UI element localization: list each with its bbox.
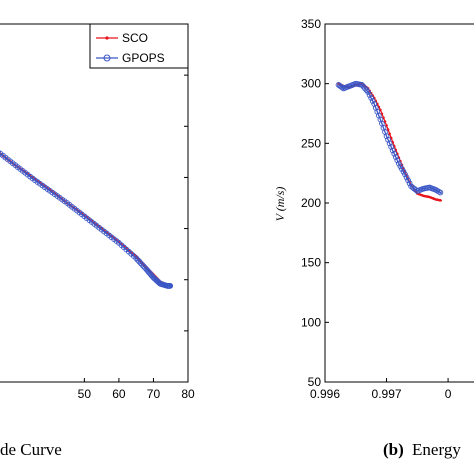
legend-gpops-marker xyxy=(103,54,111,62)
chart-a-x-ticks: 50 60 70 80 xyxy=(78,378,195,401)
chart-b-point-gpops xyxy=(392,154,399,160)
chart-b-y-tick-label: 300 xyxy=(301,77,321,91)
chart-b-caption-label: (b) xyxy=(383,440,404,459)
chart-b-y-tick-label: 350 xyxy=(301,17,321,31)
chart-a-point-gpops xyxy=(134,256,141,263)
chart-b-y-tick-label: 50 xyxy=(308,375,322,389)
chart-b-caption: (b) Energy xyxy=(383,440,461,459)
chart-a-series xyxy=(0,149,174,289)
chart-a-point-gpops xyxy=(136,258,142,265)
chart-b-y-tick-label: 150 xyxy=(301,256,321,270)
chart-b-x-tick-label: 0.996 xyxy=(310,387,340,401)
chart-a-x-tick-label: 70 xyxy=(147,387,161,401)
chart-b-caption-text: Energy xyxy=(412,440,461,459)
chart-b-point-gpops xyxy=(406,180,413,187)
chart-a-caption: de Curve xyxy=(0,440,62,459)
chart-b-point-gpops xyxy=(405,177,411,184)
chart-b-series xyxy=(335,80,444,202)
chart-b-point-gpops xyxy=(366,92,373,98)
chart-a-point-gpops xyxy=(140,263,147,270)
chart-b-point-gpops xyxy=(360,83,367,90)
chart-a-plot-frame xyxy=(0,23,189,383)
chart-b-point-gpops xyxy=(391,150,398,157)
chart-b-point-gpops xyxy=(368,95,375,101)
chart-b-point-gpops xyxy=(402,171,408,178)
chart-a-x-tick-label: 80 xyxy=(181,387,195,401)
chart-b-y-ticks: 50 100 150 200 250 300 350 xyxy=(301,17,329,389)
chart-b-x-tick-label: 0.997 xyxy=(372,387,402,401)
chart-b-point-gpops xyxy=(339,84,346,91)
chart-b-point-sco xyxy=(439,199,442,202)
chart-b-point-gpops xyxy=(362,85,368,92)
chart-a-point-gpops xyxy=(139,261,145,268)
chart-b-y-tick-label: 100 xyxy=(301,315,321,329)
chart-b-point-gpops xyxy=(369,98,376,104)
chart-a: 50 60 70 80 SCO GPOPS de Curve xyxy=(0,23,195,459)
chart-b-point-gpops xyxy=(385,136,391,143)
chart-b-point-sco xyxy=(385,124,388,127)
chart-b-x-ticks: 0.996 0.997 0 xyxy=(310,378,452,401)
chart-a-right-ticks xyxy=(184,23,188,332)
chart-b-x-tick-label: 0 xyxy=(445,387,452,401)
chart-b: 50 100 150 200 250 300 350 0.996 0.997 0 V (m/s)… xyxy=(273,17,474,459)
chart-a-point-gpops xyxy=(133,255,140,262)
chart-b-point-gpops xyxy=(389,147,396,154)
chart-b-series-line-sco xyxy=(338,82,443,202)
chart-a-x-tick-label: 60 xyxy=(112,387,126,401)
chart-b-point-gpops xyxy=(383,133,390,140)
legend-sco-label: SCO xyxy=(122,31,148,45)
chart-a-x-tick-label: 50 xyxy=(78,387,92,401)
chart-b-point-gpops xyxy=(394,157,401,164)
chart-a-legend: SCO GPOPS xyxy=(89,23,189,69)
chart-a-point-gpops xyxy=(137,260,144,266)
chart-b-y-tick-label: 200 xyxy=(301,196,321,210)
chart-b-point-gpops xyxy=(365,89,371,95)
chart-b-point-sco xyxy=(388,132,391,136)
legend-gpops-label: GPOPS xyxy=(122,51,165,65)
legend-sco-marker xyxy=(105,36,109,40)
chart-b-point-gpops xyxy=(437,189,444,196)
chart-b-point-gpops xyxy=(388,144,395,150)
chart-b-plot-frame xyxy=(324,23,474,383)
chart-b-point-gpops xyxy=(403,174,410,181)
chart-b-y-axis-label: V (m/s) xyxy=(273,187,287,222)
chart-b-point-gpops xyxy=(359,82,365,88)
chart-b-y-tick-label: 250 xyxy=(301,136,321,150)
chart-b-point-gpops xyxy=(386,140,393,147)
chart-a-point-gpops xyxy=(167,283,174,289)
chart-b-point-gpops xyxy=(363,87,370,94)
chart-b-point-sco xyxy=(386,128,390,131)
